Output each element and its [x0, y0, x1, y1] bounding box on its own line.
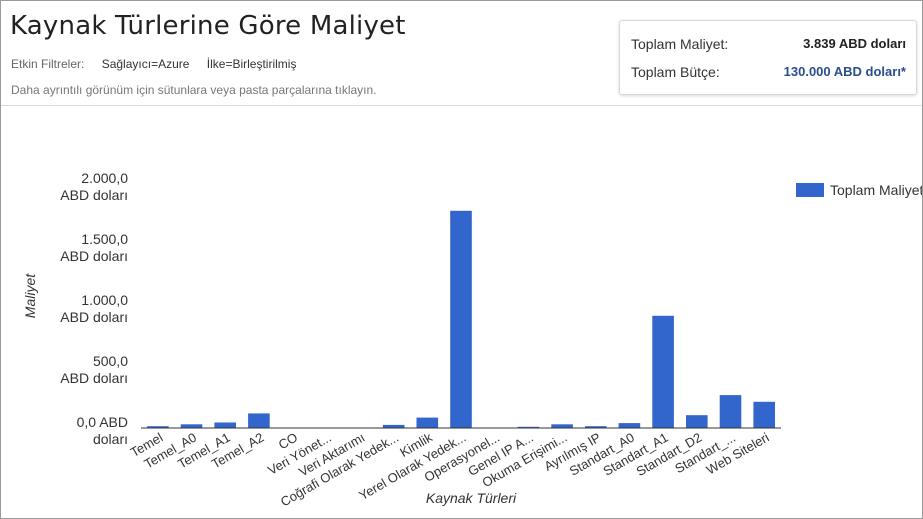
bar-18[interactable] [753, 401, 775, 428]
y-tick-label: ABD doları [60, 370, 128, 386]
total-budget-row: Toplam Bütçe: 130.000 ABD doları* [631, 64, 906, 80]
legend-swatch [796, 183, 824, 197]
bar-16[interactable] [686, 415, 708, 428]
filter-policy[interactable]: İlke=Birleştirilmiş [206, 57, 297, 71]
y-tick-label: 500,0 [93, 353, 128, 369]
bar-7[interactable] [382, 424, 405, 428]
bar-12[interactable] [551, 424, 573, 428]
bar-9[interactable] [450, 210, 472, 428]
active-filters: Etkin Filtreler: Sağlayıcı=Azure İlke=Bi… [11, 57, 296, 71]
page-title: Kaynak Türlerine Göre Maliyet [10, 11, 406, 41]
bar-15[interactable] [652, 315, 674, 428]
bar-13[interactable] [585, 426, 607, 428]
y-tick-label: 0,0 ABD [77, 414, 128, 430]
x-axis-title: Kaynak Türleri [426, 490, 517, 506]
bar-3[interactable] [248, 413, 270, 428]
bar-11[interactable] [517, 426, 540, 428]
bar-17[interactable] [719, 395, 742, 428]
header-divider [1, 105, 922, 106]
total-cost-value: 3.839 ABD doları [803, 36, 906, 51]
total-cost-row: Toplam Maliyet: 3.839 ABD doları [631, 36, 906, 52]
bar-0[interactable] [147, 426, 169, 428]
y-tick-label: 1.000,0 [81, 292, 128, 308]
total-cost-label: Toplam Maliyet: [631, 36, 729, 52]
drilldown-hint: Daha ayrıntılı görünüm için sütunlara ve… [11, 83, 377, 97]
bar-2[interactable] [214, 422, 236, 429]
bar-8[interactable] [416, 417, 439, 428]
cost-summary-card: Toplam Maliyet: 3.839 ABD doları Toplam … [619, 20, 917, 95]
legend-label: Toplam Maliyet [830, 182, 922, 198]
y-tick-label: ABD doları [60, 187, 128, 203]
bar-14[interactable] [618, 423, 641, 428]
y-tick-label: doları [93, 431, 128, 447]
y-tick-label: ABD doları [60, 248, 128, 264]
bar-1[interactable] [180, 424, 203, 428]
legend[interactable]: Toplam Maliyet [796, 182, 922, 198]
filters-label: Etkin Filtreler: [11, 57, 85, 71]
total-budget-value: 130.000 ABD doları* [783, 64, 906, 79]
total-budget-label: Toplam Bütçe: [631, 64, 720, 80]
y-tick-label: 2.000,0 [81, 170, 128, 186]
y-tick-label: 1.500,0 [81, 231, 128, 247]
y-axis-title: Maliyet [22, 273, 38, 318]
filter-provider[interactable]: Sağlayıcı=Azure [101, 57, 190, 71]
y-tick-label: ABD doları [60, 309, 128, 325]
bars[interactable] [147, 210, 775, 429]
